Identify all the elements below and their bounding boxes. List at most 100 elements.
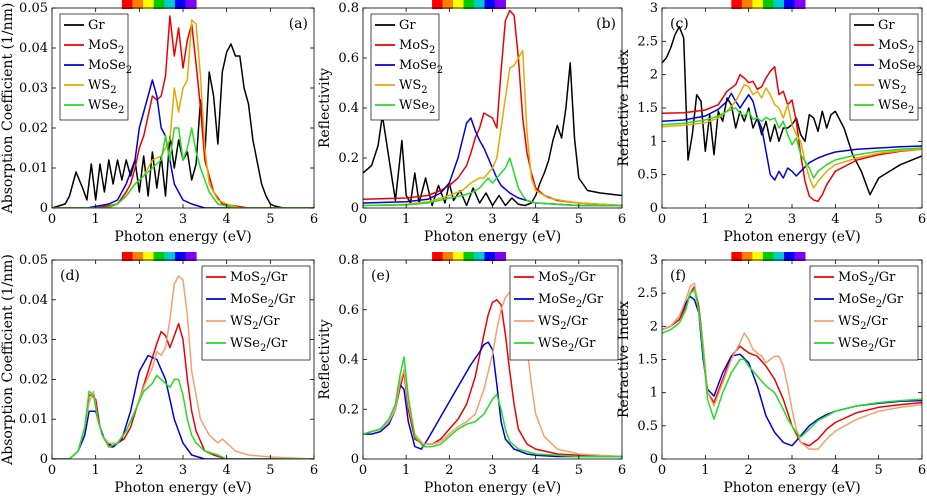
- spectrum-segment: [121, 252, 133, 261]
- x-tick-label: 0: [48, 212, 56, 227]
- x-tick-label: 3: [488, 212, 496, 227]
- spectrum-segment: [442, 252, 454, 261]
- legend-name: MoSe: [878, 58, 916, 73]
- spectrum-segment: [164, 252, 176, 261]
- y-tick-label: 0.01: [19, 412, 48, 427]
- spectrum-segment: [132, 252, 144, 261]
- spectrum-segment: [453, 0, 465, 9]
- legend-label: MoSe2/Gr: [838, 292, 904, 310]
- legend-label: MoS2: [399, 38, 435, 56]
- legend-subscript: 2: [916, 65, 922, 76]
- legend-name: WSe: [838, 336, 868, 351]
- x-axis-label: Photon energy (eV): [424, 229, 561, 245]
- series-line-gr: [363, 62, 622, 207]
- x-tick-label: 1: [92, 463, 100, 478]
- legend-suffix: /Gr: [266, 270, 288, 285]
- legend-box: [201, 265, 311, 361]
- x-tick-label: 5: [875, 463, 883, 478]
- legend-suffix: /Gr: [574, 270, 596, 285]
- visible-spectrum-band: [731, 0, 806, 9]
- series-line-wse2: [662, 107, 922, 179]
- legend-name: MoSe: [230, 292, 268, 307]
- x-tick-label: 2: [745, 212, 753, 227]
- legend-label: MoS2/Gr: [230, 270, 288, 288]
- legend-subscript: 2: [908, 45, 914, 56]
- legend-subscript: 2: [268, 299, 274, 310]
- x-axis-label: Photon energy (eV): [114, 480, 251, 496]
- legend-subscript: 2: [260, 343, 266, 354]
- legend-suffix: /Gr: [874, 336, 896, 351]
- chart-panel-d: 0 1 2 3 4 5 6 0 0.01 0.02 0.03 0.04 0.05 Photon energ…: [0, 252, 318, 496]
- legend-label: WS2: [399, 78, 428, 96]
- x-axis-label: Photon energy (eV): [114, 229, 251, 245]
- series-line-mose2gr: [52, 354, 314, 459]
- y-tick-label: 0.05: [19, 1, 48, 16]
- series-line-wse2gr: [363, 356, 622, 458]
- spectrum-segment: [164, 0, 176, 9]
- spectrum-segment: [752, 0, 764, 9]
- x-tick-label: 4: [831, 212, 839, 227]
- legend-suffix: /Gr: [867, 314, 889, 329]
- x-tick-label: 4: [223, 212, 231, 227]
- legend-box: [849, 13, 919, 121]
- legend-subscript: 2: [110, 85, 116, 96]
- spectrum-segment: [143, 0, 155, 9]
- chart-panel-e: 0 1 2 3 4 5 6 0 0.2 0.4 0.6 0.8 Photon energy (eV) Re…: [317, 252, 626, 496]
- legend-label: WS2: [88, 78, 117, 96]
- legend-subscript: 2: [876, 299, 882, 310]
- spectrum-segment: [453, 252, 465, 261]
- y-tick-label: 0.6: [338, 303, 359, 318]
- y-tick-label: 0: [40, 201, 48, 216]
- panel-label: (c): [670, 16, 689, 32]
- x-tick-label: 6: [918, 212, 926, 227]
- x-tick-label: 1: [402, 212, 410, 227]
- x-tick-label: 0: [359, 463, 367, 478]
- legend-suffix: /Gr: [882, 292, 904, 307]
- legend-label: WSe2: [878, 98, 914, 116]
- y-tick-label: 2.5: [637, 286, 658, 301]
- series-lines: [363, 289, 622, 458]
- spectrum-segment: [174, 252, 186, 261]
- x-tick-label: 1: [92, 212, 100, 227]
- series-line-wse2: [52, 127, 314, 208]
- legend-subscript: 2: [429, 45, 435, 56]
- legend-label: Gr: [399, 18, 416, 33]
- legend-label: WSe2/Gr: [838, 336, 896, 354]
- series-line-mos2gr: [52, 322, 314, 459]
- legend-box: [509, 265, 619, 361]
- spectrum-segment: [474, 252, 485, 261]
- x-axis-label: Photon energy (eV): [723, 229, 860, 245]
- x-tick-label: 1: [402, 463, 410, 478]
- legend-name: WS: [538, 314, 560, 329]
- visible-spectrum-band: [121, 0, 197, 9]
- spectrum-segment: [762, 0, 774, 9]
- legend-label: WS2/Gr: [838, 314, 888, 332]
- y-tick-label: 0.2: [338, 402, 359, 417]
- legend-suffix: /Gr: [266, 336, 288, 351]
- y-tick-label: 0.6: [338, 51, 359, 66]
- y-tick-label: 3: [650, 1, 658, 16]
- y-tick-label: 0.04: [19, 293, 48, 308]
- chart-panel-b: 0 1 2 3 4 5 6 0 0.2 0.4 0.6 0.8 Photon energy (eV) Re…: [317, 0, 626, 245]
- x-tick-label: 0: [658, 212, 666, 227]
- legend-subscript: 2: [868, 343, 874, 354]
- y-tick-label: 0.02: [19, 121, 48, 136]
- legend-name: MoS: [88, 38, 118, 53]
- legend-name: Gr: [399, 18, 416, 33]
- series-line-mos2: [662, 65, 922, 203]
- spectrum-segment: [741, 0, 753, 9]
- series-lines: [52, 15, 314, 208]
- y-tick-label: 0: [650, 201, 658, 216]
- y-tick-label: 1.5: [637, 101, 658, 116]
- panel-label: (d): [60, 268, 80, 284]
- legend-subscript: 2: [860, 321, 866, 332]
- y-tick-label: 0.8: [338, 1, 359, 16]
- visible-spectrum-band: [432, 0, 506, 9]
- y-tick-label: 0.4: [338, 353, 359, 368]
- legend-box: [59, 13, 129, 121]
- legend-name: MoS: [399, 38, 429, 53]
- series-line-gr: [662, 25, 922, 196]
